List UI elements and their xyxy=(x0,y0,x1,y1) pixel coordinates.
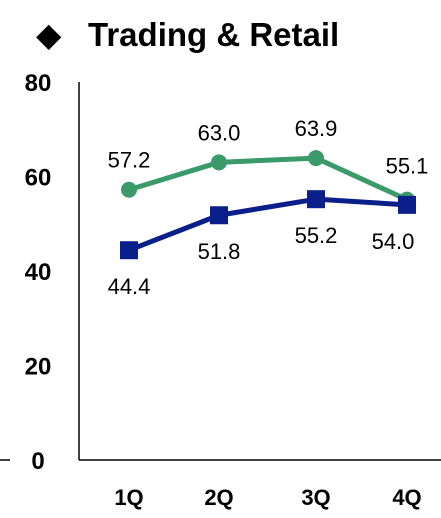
data-point-circle xyxy=(211,154,227,171)
data-label: 57.2 xyxy=(108,148,151,173)
series-layer xyxy=(120,150,416,260)
data-label: 55.2 xyxy=(295,223,338,248)
data-labels-layer: 57.2 63.0 63.9 55.1 44.4 51.8 55.2 54.0 xyxy=(108,116,429,299)
x-tick-label: 4Q xyxy=(392,485,421,510)
chart-title: ◆ Trading & Retail xyxy=(36,16,339,53)
data-point-square xyxy=(210,206,228,225)
y-tick-label: 40 xyxy=(25,259,52,286)
data-label: 55.1 xyxy=(386,154,429,179)
y-tick-label: 20 xyxy=(25,354,52,381)
data-point-square xyxy=(307,190,325,209)
x-axis-ticks: 1Q 2Q 3Q 4Q xyxy=(114,485,421,510)
data-label: 63.0 xyxy=(198,120,241,145)
chart-title-text: Trading & Retail xyxy=(88,16,339,53)
data-label: 54.0 xyxy=(372,229,415,254)
data-point-square xyxy=(398,195,416,214)
data-point-circle xyxy=(121,181,137,198)
x-tick-label: 1Q xyxy=(114,485,143,510)
data-label: 44.4 xyxy=(108,274,151,299)
series-line xyxy=(128,155,409,202)
y-axis-ticks: 0 20 40 60 80 xyxy=(25,70,52,475)
data-label: 51.8 xyxy=(198,239,241,264)
title-marker: ◆ xyxy=(36,16,62,53)
y-tick-label: 0 xyxy=(31,448,44,475)
series-line xyxy=(128,196,408,253)
series-1 xyxy=(120,190,416,260)
y-tick-label: 60 xyxy=(25,165,52,192)
series-0 xyxy=(121,150,415,208)
x-tick-label: 2Q xyxy=(204,485,233,510)
x-tick-label: 3Q xyxy=(301,485,330,510)
data-point-circle xyxy=(308,150,324,167)
y-tick-label: 80 xyxy=(25,70,52,97)
data-point-square xyxy=(120,241,138,260)
data-label: 63.9 xyxy=(295,116,338,141)
